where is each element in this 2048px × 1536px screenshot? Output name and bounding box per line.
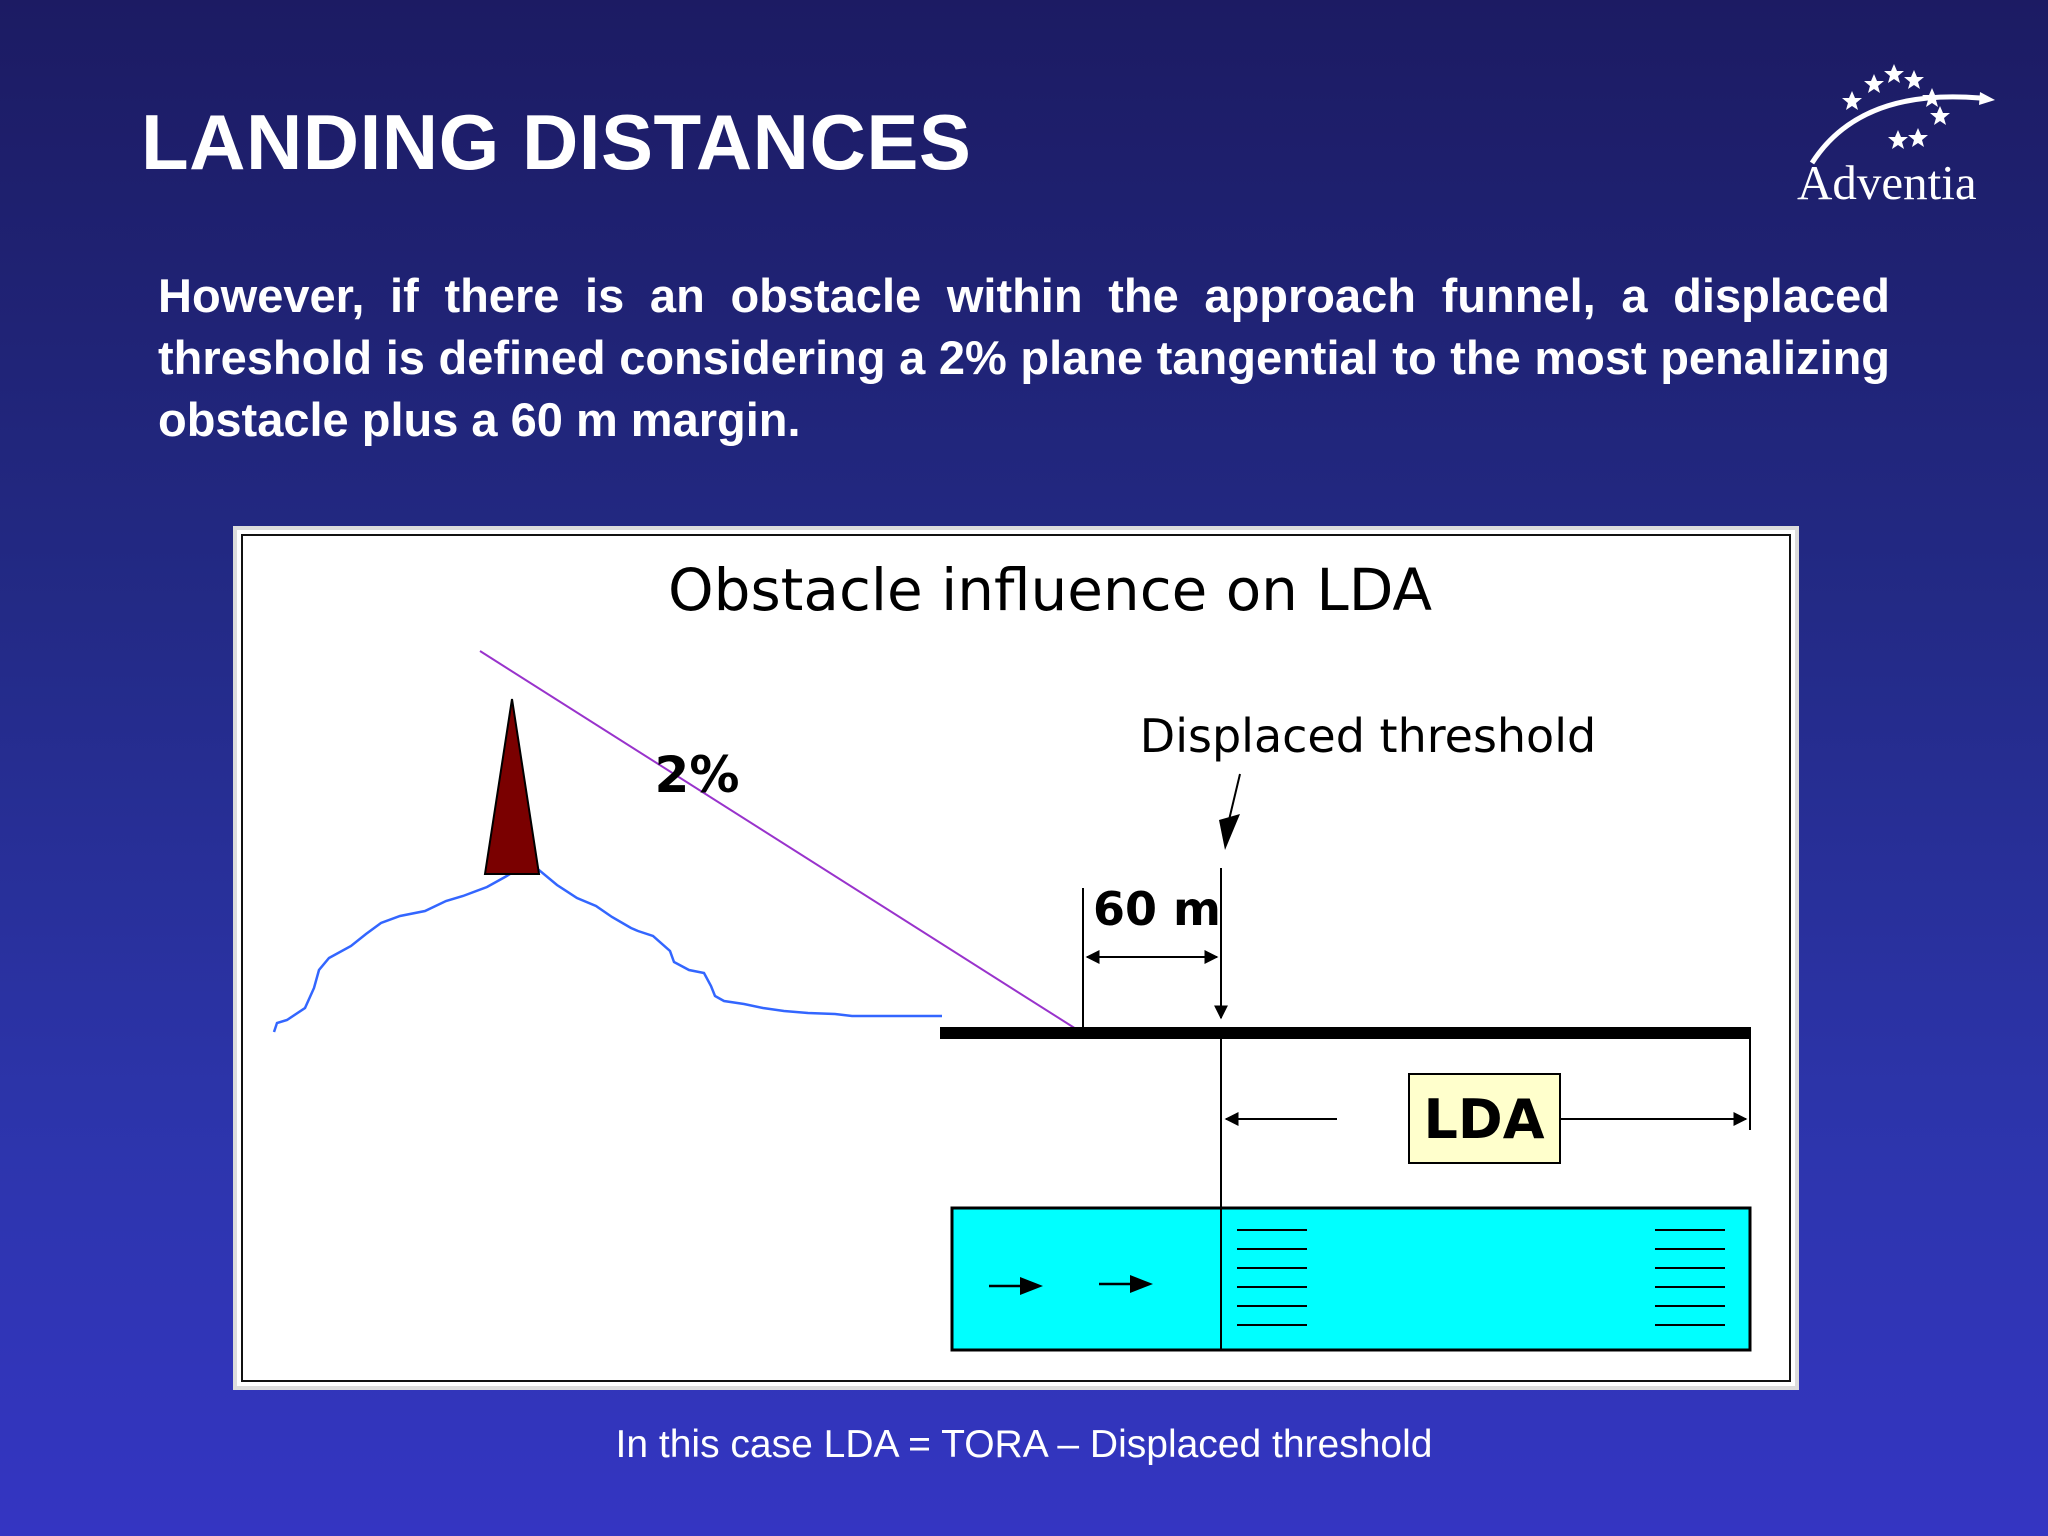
threshold-label: Displaced threshold	[1140, 709, 1596, 763]
threshold-pointer	[1228, 773, 1241, 821]
diagram-frame	[241, 534, 1791, 1382]
diagram-canvas: Obstacle influence on LDA 2% Displaced t…	[272, 556, 1752, 1352]
landing-arrow-icon-2	[1130, 1275, 1153, 1293]
logo-wordmark: Adventia	[1797, 155, 1977, 210]
runway-end-markings	[1655, 1229, 1725, 1326]
obstacle-icon	[483, 698, 541, 875]
slope-label: 2%	[655, 746, 740, 804]
threshold-markings	[1237, 1229, 1307, 1326]
margin-label: 60 m	[1093, 882, 1221, 936]
logo-stars-icon	[1809, 64, 1995, 165]
intro-paragraph: However, if there is an obstacle within …	[158, 269, 1890, 446]
slide-caption: In this case LDA = TORA – Displaced thre…	[615, 1423, 1433, 1466]
diagram-title: Obstacle influence on LDA	[668, 556, 1432, 624]
threshold-pointer-head	[1219, 814, 1240, 850]
landing-direction-arrows	[989, 1275, 1153, 1295]
slide-title: LANDING DISTANCES	[141, 98, 972, 186]
lda-label-box	[1408, 1073, 1561, 1164]
lda-label: LDA	[1423, 1088, 1544, 1151]
terrain-line	[272, 862, 942, 1033]
runway-plan-view	[950, 1206, 1752, 1352]
two-percent-plane-line	[479, 650, 1085, 1035]
landing-arrow-icon	[1020, 1277, 1043, 1295]
diagram-figure: Obstacle influence on LDA 2% Displaced t…	[233, 526, 1799, 1390]
